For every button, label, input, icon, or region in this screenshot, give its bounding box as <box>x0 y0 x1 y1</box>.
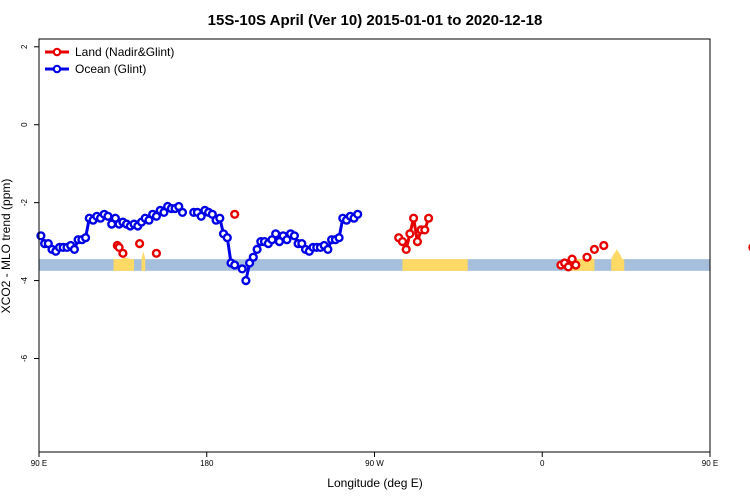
series-0-point <box>599 240 609 251</box>
legend-land-label: Land (Nadir&Glint) <box>75 45 174 59</box>
axis-ticks: 90 E 180 90 W 0 90 E 2 0 -2 -4 -6 <box>20 44 718 468</box>
series-1-point <box>271 229 281 239</box>
series-1-point <box>353 209 363 219</box>
y-axis-label: XCO2 - MLO trend (ppm) <box>0 179 13 314</box>
series-0-point <box>582 252 592 262</box>
series-0-point <box>420 225 430 235</box>
series-0-point <box>135 239 145 249</box>
series-1-point <box>215 213 225 223</box>
x-tick-label: 180 <box>200 459 214 468</box>
series-1-point <box>69 244 80 255</box>
legend-background <box>40 40 188 78</box>
legend: Land (Nadir&Glint) Ocean (Glint) <box>40 40 188 78</box>
reference-band <box>39 259 710 271</box>
y-tick-label: -4 <box>20 276 29 284</box>
series-1-point <box>241 276 251 286</box>
series-1-point <box>103 211 113 221</box>
x-tick-label: 90 E <box>31 459 47 468</box>
x-tick-label: 0 <box>540 459 545 468</box>
y-tick-label: -6 <box>20 354 29 362</box>
series-1 <box>36 201 363 286</box>
series-1-point <box>237 264 247 274</box>
series-0-point <box>589 244 600 255</box>
series-0-point <box>571 260 581 270</box>
series-1-point <box>80 233 91 243</box>
series-0-point <box>405 229 415 239</box>
series-1-point <box>252 244 262 255</box>
x-tick-label: 90 E <box>702 459 718 468</box>
legend-land-marker <box>52 47 62 57</box>
series-0-point <box>151 248 162 258</box>
series-1-point <box>323 244 333 255</box>
land-fill-segment-0 <box>113 257 135 271</box>
land-fill-segment-1 <box>141 251 146 271</box>
y-tick-label: 0 <box>20 122 29 127</box>
chart-title: 15S-10S April (Ver 10) 2015-01-01 to 202… <box>208 12 543 29</box>
band-rect <box>39 259 710 271</box>
y-tick-label: -2 <box>20 199 29 207</box>
land-fill-segment-2 <box>402 259 468 271</box>
series-1-point <box>230 260 240 270</box>
series-0-point <box>412 237 423 247</box>
series-0-point <box>118 248 128 258</box>
series-1-point <box>289 231 300 241</box>
y-tick-label: 2 <box>20 44 29 49</box>
series-layer <box>36 201 750 286</box>
legend-ocean-label: Ocean (Glint) <box>75 62 146 76</box>
legend-ocean-marker <box>52 64 62 74</box>
series-1-point <box>222 233 232 243</box>
series-0 <box>112 209 750 272</box>
series-0-point <box>424 213 434 223</box>
land-fill-segment-4 <box>611 249 625 271</box>
series-0-point <box>563 262 573 272</box>
series-0-point <box>230 209 240 219</box>
x-tick-label: 90 W <box>365 459 384 468</box>
series-0-point <box>401 244 411 255</box>
x-axis-label: Longitude (deg E) <box>327 476 422 490</box>
series-1-point <box>334 233 344 243</box>
series-1-point <box>248 252 258 262</box>
series-1-point <box>177 207 188 218</box>
series-0-point <box>397 237 408 247</box>
series-0-point <box>409 213 419 223</box>
